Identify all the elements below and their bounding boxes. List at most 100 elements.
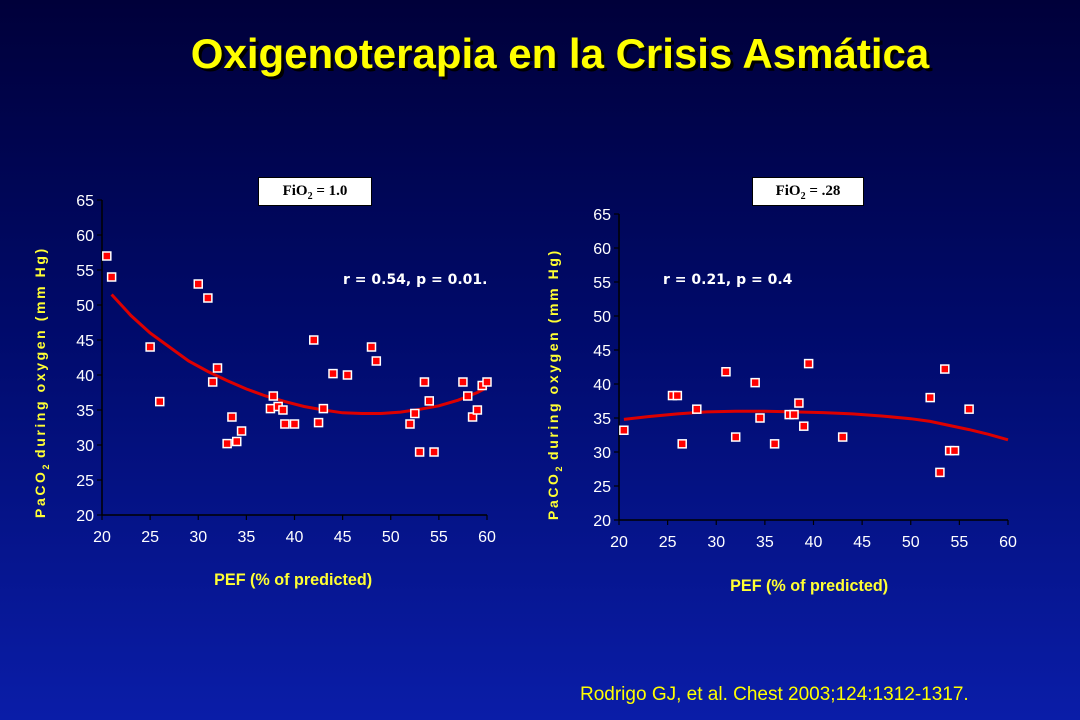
left-chart-data-point xyxy=(463,391,473,401)
left-chart-data-point xyxy=(458,377,468,387)
left-chart-x-tick-label: 40 xyxy=(286,529,304,546)
right-chart-y-tick-label: 60 xyxy=(593,241,611,258)
left-chart-data-point xyxy=(289,419,300,429)
right-chart-x-tick-label: 60 xyxy=(999,534,1017,551)
right-chart-data-point xyxy=(750,377,760,388)
right-chart-data-point xyxy=(837,432,848,442)
right-chart-data-point xyxy=(730,432,741,442)
right-chart-x-tick-label: 25 xyxy=(659,534,677,551)
left-chart-x-tick-label: 50 xyxy=(382,529,400,546)
left-chart-data-point xyxy=(207,377,218,387)
left-chart-data-point xyxy=(145,342,155,352)
left-chart-data-point xyxy=(236,426,247,436)
right-chart-y-tick-label: 55 xyxy=(593,275,611,292)
right-chart-x-tick-label: 55 xyxy=(950,534,968,551)
right-chart-data-point xyxy=(940,364,950,374)
right-chart-data-point xyxy=(803,358,814,369)
right-chart-x-tick-label: 20 xyxy=(610,534,628,551)
correlation-annotation-left: r = 0.54, p = 0.01. xyxy=(343,272,488,288)
left-chart-data-point xyxy=(414,447,425,457)
left-chart-data-point xyxy=(309,335,319,345)
left-chart-data-point xyxy=(366,342,377,352)
correlation-annotation-right: r = 0.21, p = 0.4 xyxy=(663,272,793,288)
left-chart-y-tick-label: 65 xyxy=(76,193,94,210)
right-chart-data-point xyxy=(619,425,629,435)
left-chart-data-point xyxy=(405,419,415,429)
fio2-label-box-left: FiO2 = 1.0 xyxy=(258,177,372,206)
fio2-label-sub: 2 xyxy=(800,191,806,202)
right-chart-data-point xyxy=(789,409,799,420)
left-chart-data-point xyxy=(424,396,434,406)
fio2-label-value: = .28 xyxy=(805,183,841,199)
left-chart-x-tick-label: 55 xyxy=(430,529,448,546)
right-chart-data-point xyxy=(799,421,809,431)
left-chart-y-tick-label: 50 xyxy=(76,298,94,315)
right-chart-y-tick-label: 25 xyxy=(593,479,611,496)
left-chart-x-tick-label: 25 xyxy=(141,529,159,546)
left-chart-x-tick-label: 30 xyxy=(189,529,207,546)
right-chart-data-point xyxy=(949,445,960,456)
left-chart-data-point xyxy=(212,363,223,373)
x-axis-label-right: PEF (% of predicted) xyxy=(730,576,889,595)
right-chart-data-point xyxy=(672,390,683,401)
right-chart-data-point xyxy=(935,467,945,478)
left-chart-y-tick-label: 40 xyxy=(76,368,94,385)
y-axis-label-right: PaCO2 during oxygen (mm Hg) xyxy=(545,248,564,520)
left-chart-data-point xyxy=(278,405,288,415)
right-chart-data-point xyxy=(721,367,731,377)
left-chart-data-point xyxy=(313,417,324,428)
left-chart-data-point xyxy=(232,436,242,447)
left-chart-data-point xyxy=(203,293,213,303)
left-chart-y-tick-label: 30 xyxy=(76,438,94,455)
right-chart-y-tick-label: 20 xyxy=(593,513,611,530)
left-chart-y-tick-label: 60 xyxy=(76,228,94,245)
left-chart-x-tick-label: 20 xyxy=(93,529,111,546)
right-chart-data-point xyxy=(692,404,702,414)
right-chart-data-point xyxy=(964,404,974,414)
left-chart-data-point xyxy=(102,251,112,261)
left-chart-data-point xyxy=(227,412,237,422)
left-chart-data-point xyxy=(419,377,430,387)
left-chart-data-point xyxy=(155,396,165,407)
left-chart-data-point xyxy=(472,405,483,415)
left-chart-x-tick-label: 45 xyxy=(334,529,352,546)
right-chart-x-tick-label: 45 xyxy=(853,534,871,551)
left-chart-data-point xyxy=(106,272,117,282)
right-chart-y-tick-label: 30 xyxy=(593,445,611,462)
left-chart-data-point xyxy=(342,370,353,380)
right-chart-trend-line xyxy=(623,409,1009,442)
right-chart-y-tick-label: 45 xyxy=(593,343,611,360)
right-chart-y-tick-label: 50 xyxy=(593,309,611,326)
left-chart-y-tick-label: 35 xyxy=(76,403,94,420)
right-chart-data-point xyxy=(677,439,687,449)
right-chart-y-tick-label: 35 xyxy=(593,411,611,428)
right-chart-data-point xyxy=(755,413,765,423)
right-chart-data-point xyxy=(925,392,935,403)
left-chart-x-tick-label: 60 xyxy=(478,529,496,546)
left-chart-data-point xyxy=(268,391,279,401)
right-chart-x-tick-label: 30 xyxy=(707,534,725,551)
left-chart-trend-line xyxy=(110,293,488,415)
right-chart-x-tick-label: 35 xyxy=(756,534,774,551)
right-chart-x-tick-label: 40 xyxy=(805,534,823,551)
left-chart-y-tick-label: 20 xyxy=(76,508,94,525)
left-chart-y-tick-label: 55 xyxy=(76,263,94,280)
left-chart-data-point xyxy=(467,412,478,422)
right-chart-y-tick-label: 40 xyxy=(593,377,611,394)
left-chart-data-point xyxy=(429,447,439,457)
fio2-label-box-right: FiO2 = .28 xyxy=(752,177,864,206)
right-chart-x-tick-label: 50 xyxy=(902,534,920,551)
right-chart-data-point xyxy=(769,439,780,449)
left-chart-data-point xyxy=(193,279,203,289)
citation: Rodrigo GJ, et al. Chest 2003;124:1312-1… xyxy=(580,684,969,705)
right-chart-data-point xyxy=(794,398,804,408)
left-chart-y-tick-label: 25 xyxy=(76,473,94,490)
left-chart-data-point xyxy=(482,377,492,387)
left-chart-x-tick-label: 35 xyxy=(237,529,255,546)
fio2-label-main: FiO xyxy=(775,183,801,199)
fio2-label-main: FiO xyxy=(282,183,308,199)
y-axis-label-left: PaCO2 during oxygen (mm Hg) xyxy=(32,246,51,518)
left-chart-data-point xyxy=(328,368,338,379)
